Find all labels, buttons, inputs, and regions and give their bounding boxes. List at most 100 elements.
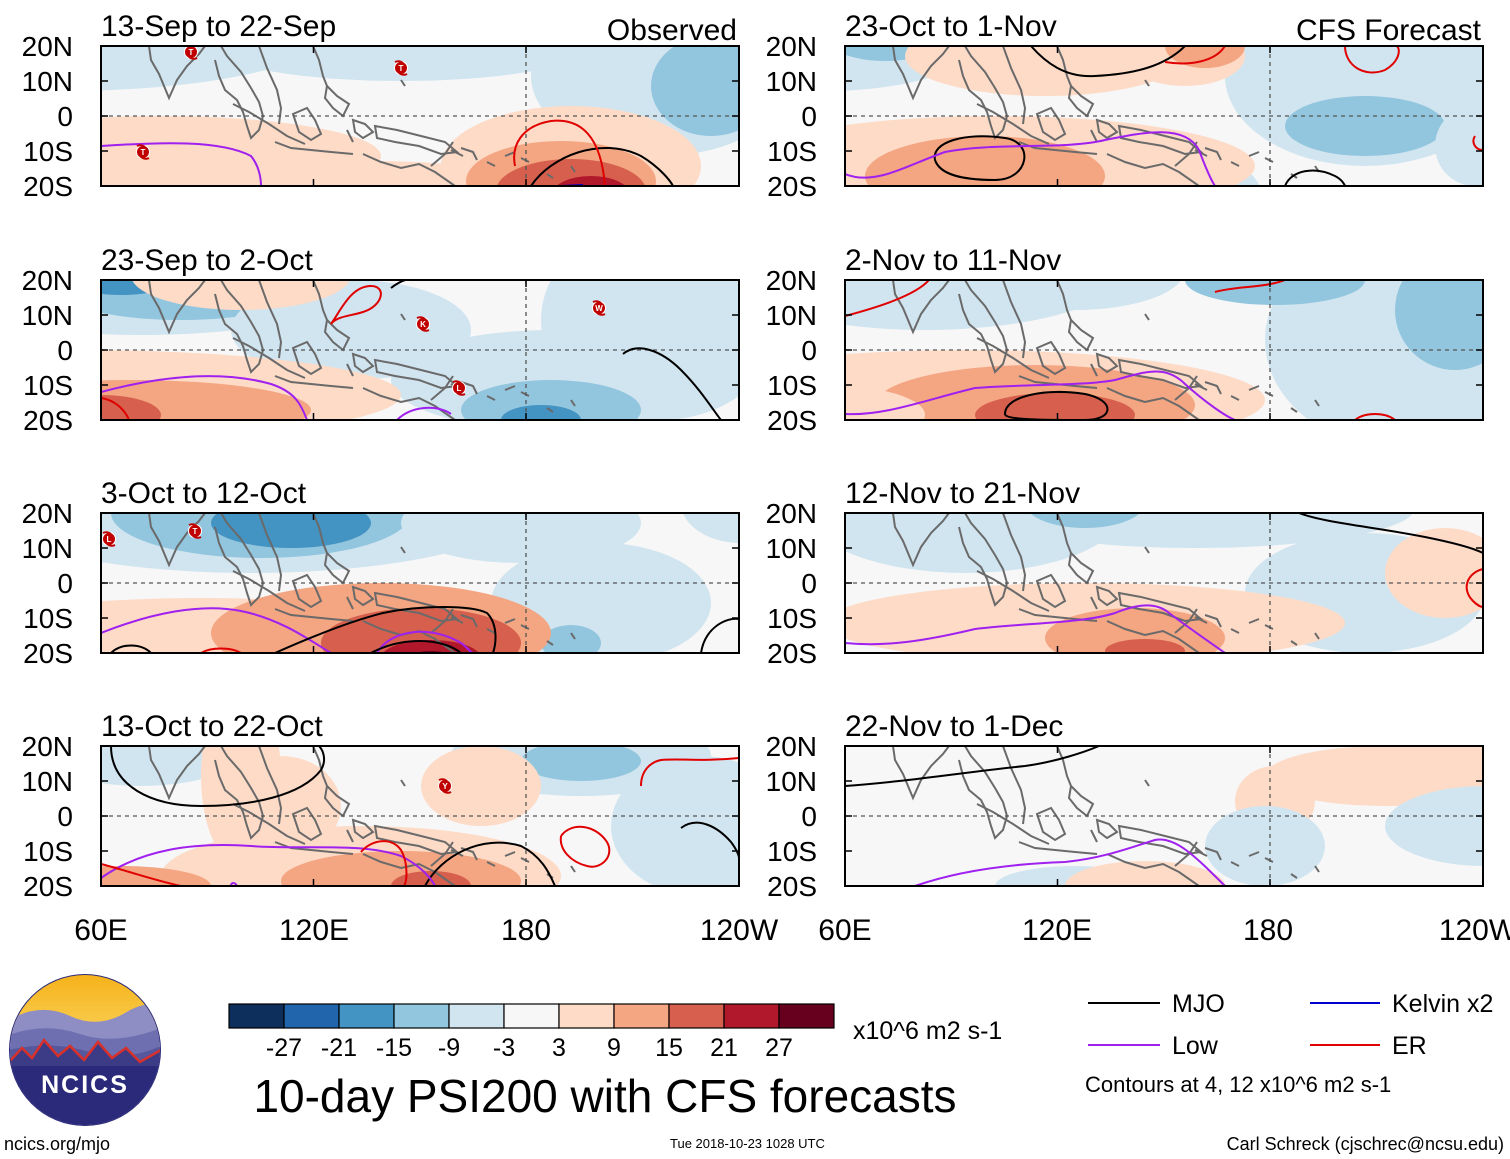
lon-label-120w: 120W	[1439, 914, 1510, 947]
storm-marker: T	[137, 145, 150, 159]
lat-label: 0	[801, 568, 817, 599]
logo-text: NCICS	[41, 1071, 129, 1099]
map-panel: L T 3-Oct to 12-Oct 20N 10N 0 10S 20S	[0, 433, 801, 698]
footer-url[interactable]: ncics.org/mjo	[4, 1134, 110, 1154]
lat-label: 10N	[766, 533, 817, 564]
colorbar-tick-label: -27	[266, 1034, 302, 1062]
colorbar-swatch	[559, 1004, 614, 1028]
lat-label: 10N	[766, 66, 817, 97]
lat-label: 10N	[22, 766, 73, 797]
colorbar-swatch	[669, 1004, 724, 1028]
figure: TTT13-Sep to 22-Sep Observed20N10N010S20S…	[0, 0, 1510, 1159]
lat-label: 20N	[766, 731, 817, 762]
colorbar-tick-label: -21	[321, 1034, 357, 1062]
lon-label-60e: 60E	[818, 914, 871, 947]
lon-label-180: 180	[501, 914, 551, 947]
lat-label: 20S	[767, 405, 817, 436]
footer-timestamp: Tue 2018-10-23 1028 UTC	[670, 1136, 825, 1151]
map-panel: 2-Nov to 11-Nov 20N 10N 0 10S 20S	[665, 210, 1510, 450]
lat-label: 20S	[23, 638, 73, 669]
lon-label-120w: 120W	[700, 914, 779, 947]
lat-label: 0	[801, 801, 817, 832]
footer-credit: Carl Schreck (cjschrec@ncsu.edu)	[1227, 1134, 1504, 1154]
legend-label-kelvin: Kelvin x2	[1392, 990, 1493, 1018]
lat-label: 10S	[767, 370, 817, 401]
lat-label: 20S	[23, 405, 73, 436]
panel-title: 23-Sep to 2-Oct	[101, 244, 313, 277]
lat-label: 20N	[766, 265, 817, 296]
map-panel: KWL23-Sep to 2-Oct20N10N010S20S	[0, 215, 781, 440]
legend-label-mjo: MJO	[1172, 990, 1225, 1018]
colorbar-tick-label: 21	[710, 1034, 738, 1062]
svg-text:T: T	[193, 527, 198, 536]
lat-label: 10S	[23, 603, 73, 634]
colorbar-tick-label: 27	[765, 1034, 793, 1062]
svg-text:Y: Y	[442, 782, 448, 791]
colorbar-swatch	[394, 1004, 449, 1028]
lat-label: 0	[57, 101, 73, 132]
map-panel: 12-Nov to 21-Nov 20N 10N 0 10S 20S	[766, 443, 1505, 669]
colorbar-swatch	[724, 1004, 779, 1028]
ncics-logo: NCICS	[9, 974, 161, 1126]
panel-title: 13-Oct to 22-Oct	[101, 710, 323, 743]
storm-marker: T	[395, 61, 408, 75]
panel-title: 22-Nov to 1-Dec	[845, 710, 1063, 743]
panel-title: 2-Nov to 11-Nov	[845, 244, 1061, 277]
lat-label: 20S	[23, 171, 73, 202]
svg-text:K: K	[420, 320, 426, 329]
colorbar-tick-label: -9	[438, 1034, 460, 1062]
lat-label: 10S	[767, 603, 817, 634]
lat-label: 20N	[766, 31, 817, 62]
lon-label-60e: 60E	[74, 914, 127, 947]
lon-label-120e: 120E	[279, 914, 349, 947]
map-panel: Y13-Oct to 22-Oct20N10N010S20S	[21, 686, 791, 926]
storm-marker: T	[189, 524, 202, 538]
colorbar-swatch	[339, 1004, 394, 1028]
colorbar-tick-label: 3	[552, 1034, 566, 1062]
map-panel: TTT13-Sep to 22-Sep Observed20N10N010S20S	[0, 0, 791, 226]
column-header: CFS Forecast	[1296, 14, 1482, 47]
lat-label: 10S	[23, 836, 73, 867]
colorbar-swatch	[614, 1004, 669, 1028]
lat-label: 0	[57, 801, 73, 832]
panel-title: 23-Oct to 1-Nov	[845, 10, 1057, 43]
lon-label-180: 180	[1243, 914, 1293, 947]
lat-label: 10N	[766, 300, 817, 331]
lat-label: 10S	[23, 370, 73, 401]
lon-axis-left: 60E 120E 180 120W	[74, 914, 779, 947]
lat-label: 10S	[23, 136, 73, 167]
colorbar-tick-label: -15	[376, 1034, 412, 1062]
lat-label: 0	[57, 335, 73, 366]
colorbar-swatch	[229, 1004, 284, 1028]
svg-text:L: L	[107, 535, 112, 544]
lat-label: 20N	[22, 265, 73, 296]
lat-label: 20N	[22, 31, 73, 62]
colorbar-swatch	[449, 1004, 504, 1028]
colorbar-tick-label: 15	[655, 1034, 683, 1062]
colorbar-swatch	[504, 1004, 559, 1028]
lon-axis-right: 60E 120E 180 120W	[818, 914, 1510, 947]
lat-label: 20N	[22, 498, 73, 529]
lat-label: 20S	[767, 871, 817, 902]
storm-marker: K	[417, 317, 430, 331]
colorbar-swatch	[284, 1004, 339, 1028]
colorbar-tick-label: -3	[493, 1034, 515, 1062]
colorbar-tick-label: 9	[607, 1034, 621, 1062]
lat-label: 0	[801, 335, 817, 366]
colorbar-swatch	[779, 1004, 834, 1028]
units-label: x10^6 m2 s-1	[853, 1017, 1002, 1045]
storm-marker: Y	[439, 779, 452, 793]
figure-title: 10-day PSI200 with CFS forecasts	[253, 1070, 956, 1122]
svg-text:T: T	[141, 148, 146, 157]
map-panel: 23-Oct to 1-Nov CFS Forecast20N10N010S20S	[665, 0, 1510, 256]
lat-label: 0	[57, 568, 73, 599]
lat-label: 10N	[22, 66, 73, 97]
lat-label: 20N	[22, 731, 73, 762]
storm-marker: W	[593, 301, 606, 315]
svg-text:W: W	[595, 304, 603, 313]
column-header: Observed	[607, 14, 737, 47]
lat-label: 20S	[767, 638, 817, 669]
lat-label: 20N	[766, 498, 817, 529]
storm-marker: L	[453, 381, 466, 395]
lat-label: 10S	[767, 836, 817, 867]
